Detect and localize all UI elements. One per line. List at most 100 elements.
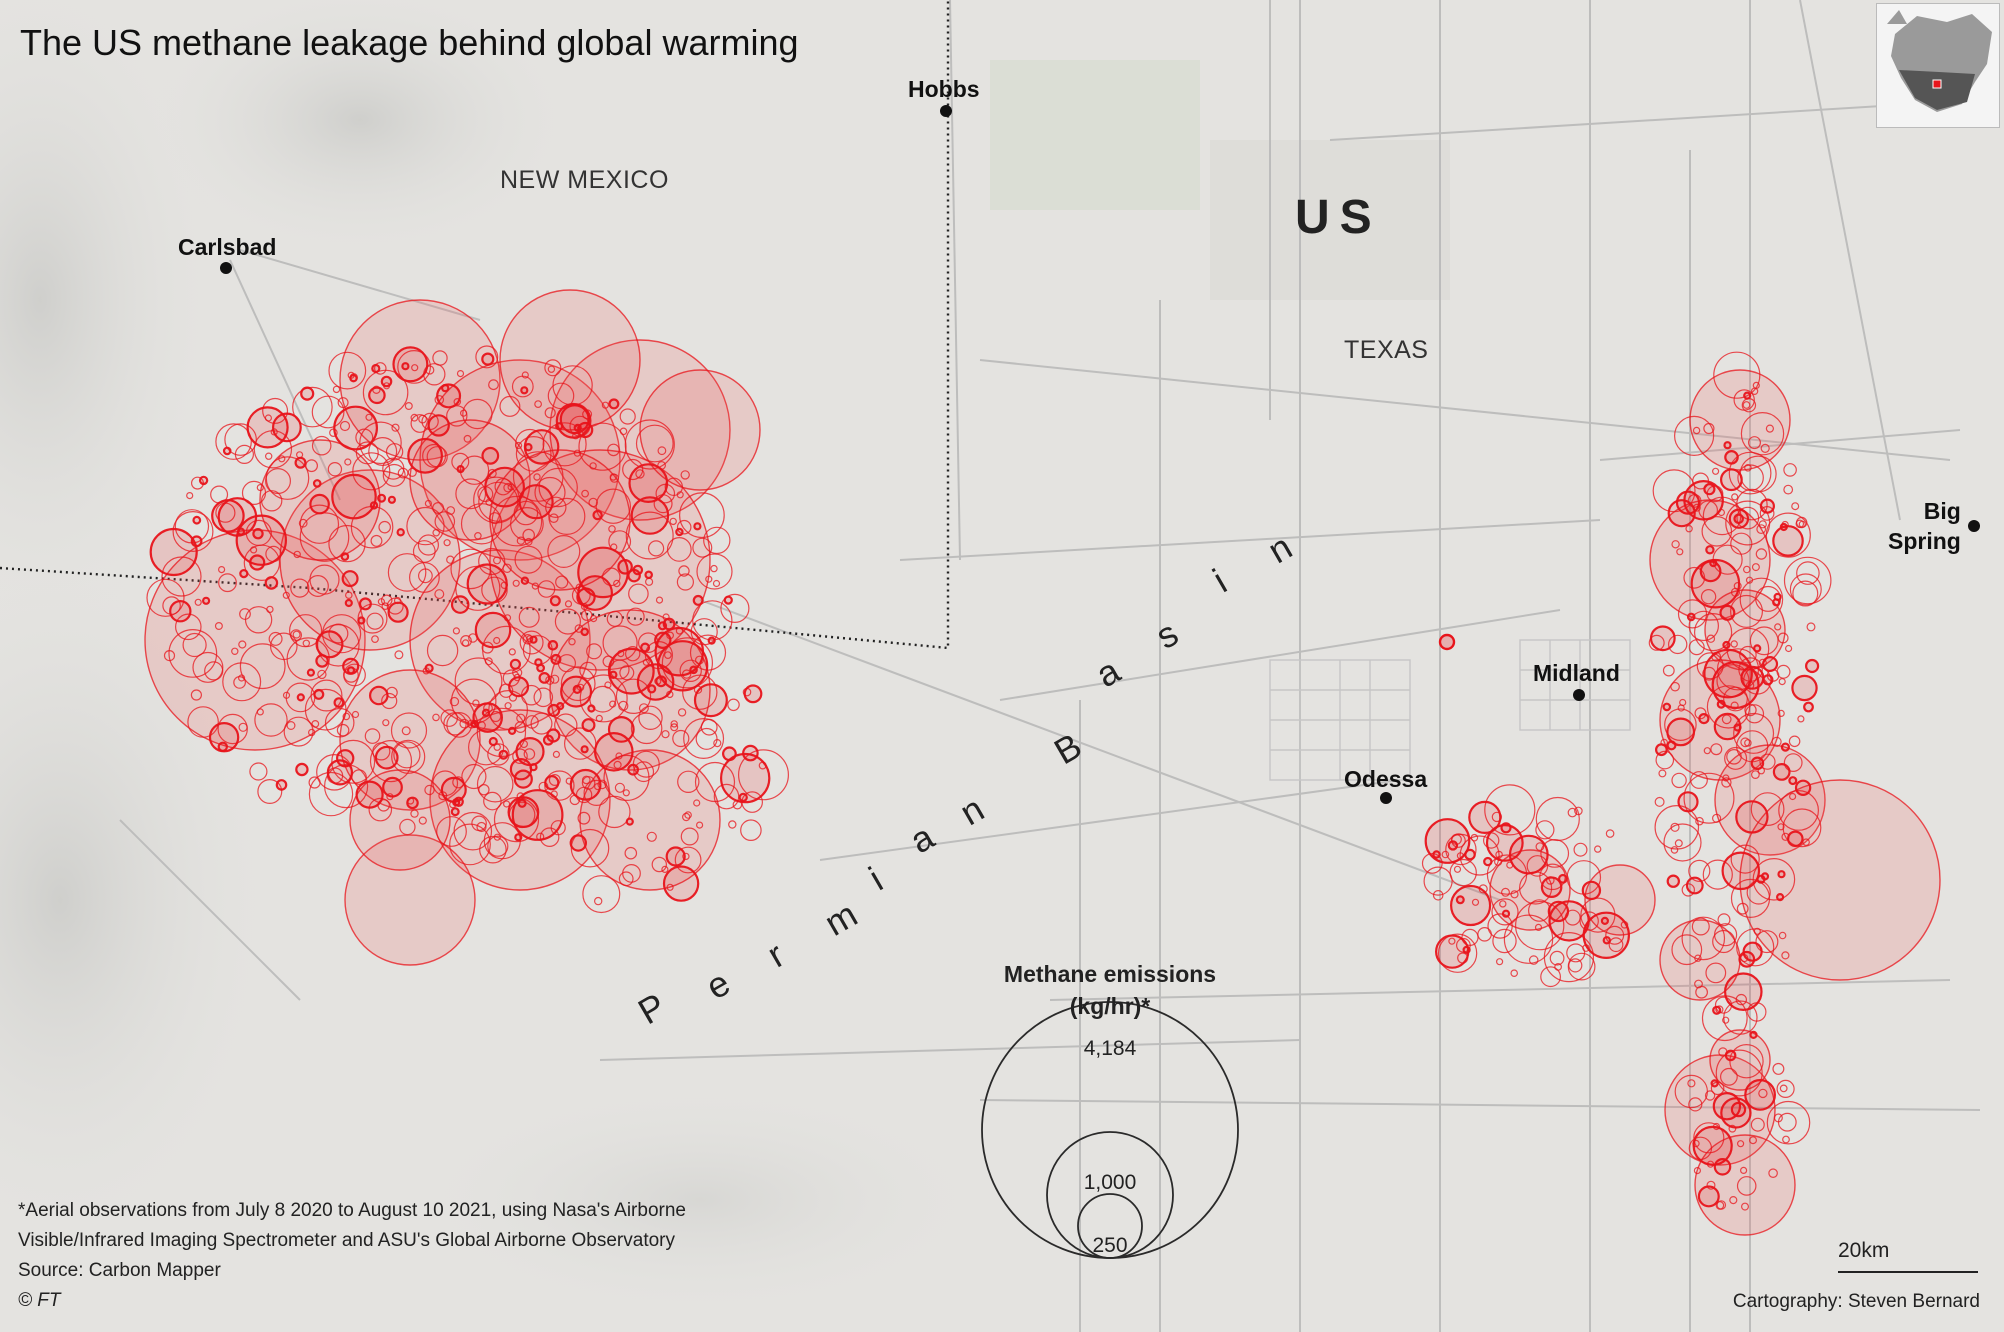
- emission-circle: [182, 632, 207, 658]
- emission-circle: [1492, 928, 1517, 954]
- emission-circle: [257, 778, 283, 804]
- emission-circle: [696, 553, 733, 590]
- emission-circle: [481, 446, 500, 465]
- emission-circle: [588, 497, 598, 508]
- emission-circle: [311, 720, 320, 728]
- emission-circle: [1605, 925, 1625, 945]
- emission-circle: [1713, 1158, 1732, 1176]
- emission-circle: [1780, 742, 1791, 752]
- emission-circle: [507, 726, 517, 736]
- emission-circle: [461, 639, 470, 647]
- emission-circle: [397, 350, 432, 384]
- emission-circle: [493, 796, 540, 843]
- emission-circle: [1758, 658, 1767, 667]
- emission-circle: [1787, 830, 1804, 848]
- emission-circle: [1654, 804, 1700, 850]
- emission-circle: [523, 748, 536, 760]
- emission-circle: [503, 800, 511, 808]
- emission-circle: [586, 643, 603, 660]
- emission-circle: [1567, 952, 1596, 981]
- emission-circle: [1495, 850, 1503, 859]
- emission-circle: [1781, 951, 1790, 960]
- emission-circle: [410, 809, 419, 818]
- emission-circle: [391, 423, 400, 432]
- emission-circle: [488, 512, 501, 525]
- emission-circle: [601, 567, 621, 587]
- emission-circle: [359, 421, 402, 465]
- emission-circle: [1457, 952, 1469, 964]
- emission-circle: [575, 583, 584, 592]
- emission-circle: [1652, 469, 1696, 513]
- emission-circle: [1721, 714, 1732, 725]
- emission-circle: [628, 463, 669, 504]
- emission-circle: [426, 446, 448, 468]
- emission-circle: [1778, 790, 1819, 831]
- emission-circle: [639, 369, 761, 491]
- emission-circle: [475, 345, 499, 369]
- emission-circle: [546, 728, 561, 743]
- emission-circle: [479, 835, 507, 864]
- emission-circle: [1483, 856, 1493, 867]
- emission-circle: [432, 502, 445, 515]
- emission-circle: [548, 513, 559, 523]
- emission-circle: [622, 864, 641, 883]
- emission-circle: [675, 627, 684, 635]
- emission-circle: [615, 678, 652, 715]
- emission-circle: [1605, 829, 1615, 838]
- emission-circle: [638, 703, 649, 714]
- emission-circle: [1713, 923, 1738, 947]
- legend-circles: [981, 1001, 1239, 1259]
- emission-circle: [1782, 1135, 1790, 1144]
- emission-circle: [478, 547, 506, 576]
- emission-circle: [174, 509, 210, 544]
- emission-circle: [283, 716, 314, 747]
- emission-circle: [1448, 937, 1456, 945]
- emission-circle: [1495, 958, 1504, 966]
- emission-circle: [446, 712, 473, 738]
- emission-circle: [1758, 1088, 1768, 1099]
- emission-circle: [191, 476, 205, 490]
- emission-circle: [1792, 580, 1819, 607]
- emission-circle: [149, 527, 198, 577]
- emission-circle: [355, 441, 379, 465]
- emission-circle: [1729, 594, 1763, 628]
- emission-circle: [646, 831, 657, 842]
- emission-circle: [1778, 931, 1787, 940]
- emission-circle: [265, 452, 273, 460]
- emission-circle: [1755, 548, 1768, 560]
- emission-circle: [1776, 1079, 1795, 1099]
- emission-circle: [1739, 645, 1757, 664]
- emission-circle: [382, 719, 390, 727]
- emission-circle: [217, 497, 258, 537]
- emission-circle: [1719, 468, 1743, 492]
- emission-circle: [705, 575, 713, 583]
- emission-circle: [459, 455, 490, 485]
- emission-circle: [1752, 857, 1796, 901]
- emission-circle: [282, 691, 291, 699]
- emission-circle: [722, 746, 737, 762]
- emission-circle: [344, 834, 476, 966]
- emission-circle: [1706, 1160, 1715, 1168]
- emission-circle: [424, 784, 435, 796]
- emission-circle: [450, 678, 497, 725]
- emission-circle: [1755, 585, 1782, 612]
- emission-circle: [656, 640, 709, 692]
- emission-circle: [720, 593, 750, 624]
- legend-title-line1: Methane emissions: [1003, 961, 1217, 987]
- emission-circle: [329, 428, 338, 438]
- emission-circle: [1766, 1100, 1811, 1145]
- emission-circle: [630, 496, 670, 535]
- emission-circle: [436, 816, 467, 847]
- emission-circle: [489, 449, 711, 671]
- emission-circle: [512, 579, 520, 587]
- emission-circle: [252, 528, 264, 540]
- city-label-big-spring: Big Spring: [1888, 496, 1961, 556]
- emission-circle: [692, 537, 713, 558]
- emission-circle: [550, 653, 562, 665]
- emission-circle: [1573, 842, 1588, 857]
- emission-circle: [1749, 626, 1779, 656]
- emission-circle: [407, 467, 417, 477]
- emission-circle: [1773, 1113, 1783, 1123]
- emission-circle: [1688, 859, 1711, 883]
- emission-circle: [1706, 634, 1716, 643]
